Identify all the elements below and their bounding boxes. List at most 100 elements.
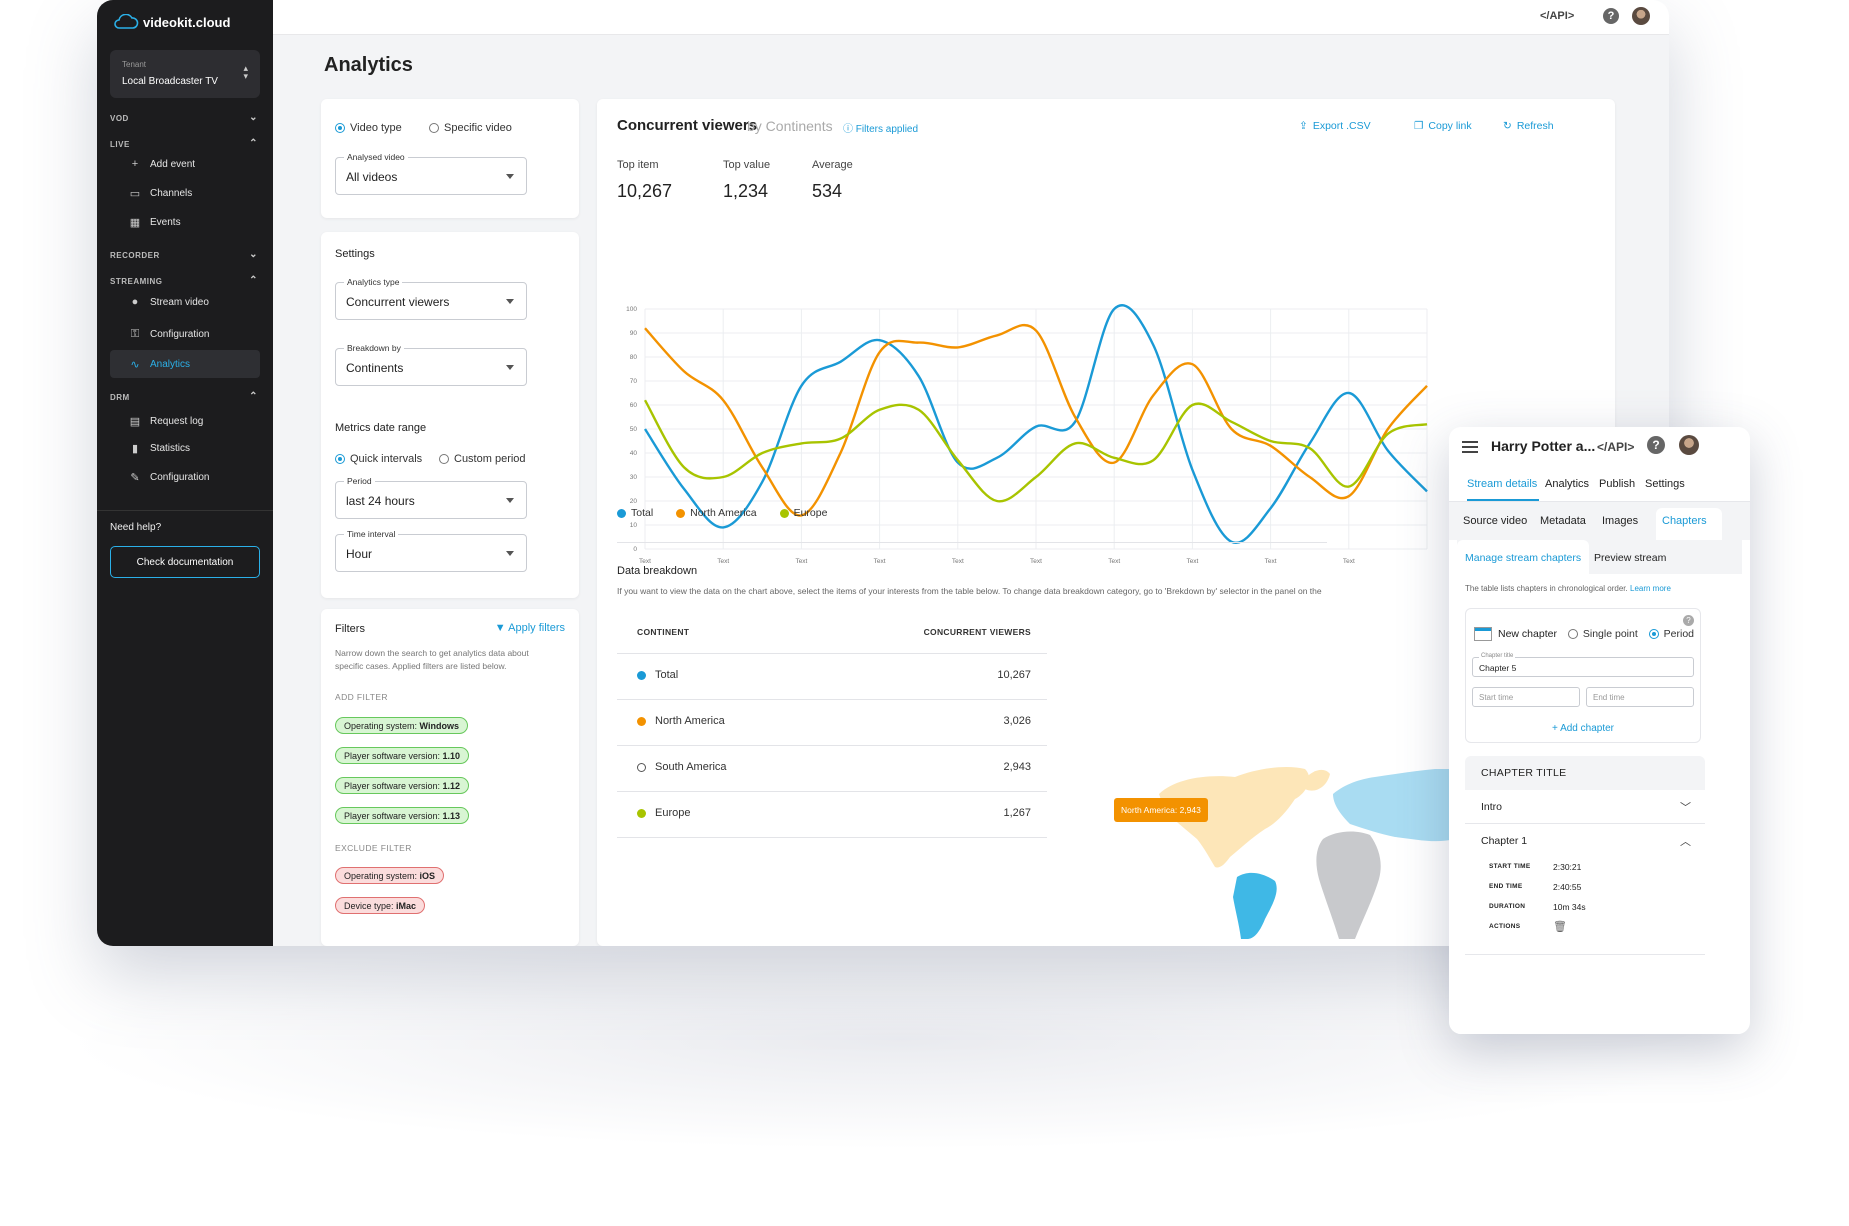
south-america-shape[interactable] bbox=[1233, 872, 1277, 939]
chapters-note: The table lists chapters in chronologica… bbox=[1465, 584, 1671, 593]
stat-value: 534 bbox=[812, 181, 843, 201]
table-row[interactable]: Total 10,267 bbox=[617, 654, 1047, 700]
avatar[interactable] bbox=[1632, 7, 1650, 25]
specific-video-label: Specific video bbox=[444, 121, 512, 134]
legend-item-total[interactable]: Total bbox=[617, 507, 653, 519]
info-icon: ⓘ bbox=[843, 124, 856, 135]
menu-icon[interactable] bbox=[1462, 441, 1478, 456]
sidebar-item-statistics[interactable]: ▮ Statistics bbox=[110, 434, 260, 462]
period-radio[interactable]: Period bbox=[1648, 628, 1694, 640]
filters-description-line: Narrow down the search to get analytics … bbox=[335, 648, 529, 658]
chevron-down-icon[interactable]: ﹀ bbox=[1680, 802, 1691, 814]
tab-manage-chapters[interactable]: Manage stream chapters bbox=[1465, 552, 1582, 564]
tab-settings[interactable]: Settings bbox=[1645, 478, 1685, 490]
tab-source-video[interactable]: Source video bbox=[1463, 515, 1528, 527]
north-america-shape[interactable] bbox=[1159, 766, 1310, 868]
learn-more-link[interactable]: Learn more bbox=[1630, 584, 1671, 593]
quick-intervals-radio[interactable]: Quick intervals bbox=[335, 450, 422, 468]
table-row[interactable]: South America 2,943 bbox=[617, 746, 1047, 792]
sidebar-item-add-event[interactable]: + Add event bbox=[110, 150, 260, 178]
filter-chip[interactable]: Operating system: Windows bbox=[335, 717, 468, 734]
sidebar-item-label: Configuration bbox=[150, 328, 210, 340]
new-chapter-row: New chapter Single point Period bbox=[1474, 627, 1694, 641]
help-icon[interactable]: ? bbox=[1647, 436, 1665, 454]
check-documentation-button[interactable]: Check documentation bbox=[110, 546, 260, 578]
help-icon[interactable]: ? bbox=[1603, 8, 1619, 24]
tab-publish[interactable]: Publish bbox=[1599, 478, 1636, 490]
start-time-input[interactable]: Start time bbox=[1472, 687, 1580, 707]
tenant-selector[interactable]: Tenant Local Broadcaster TV ▴ ▾ bbox=[110, 50, 260, 98]
exclude-chip[interactable]: Operating system: iOS bbox=[335, 867, 445, 884]
legend-item-europe[interactable]: Europe bbox=[779, 507, 827, 519]
tab-stream-details[interactable]: Stream details bbox=[1467, 478, 1538, 490]
breakdown-by-value: Continents bbox=[346, 361, 404, 375]
analysed-video-select[interactable]: Analysed video All videos bbox=[335, 152, 527, 195]
sidebar-item-events[interactable]: ▦ Events bbox=[110, 208, 260, 236]
copy-link-button[interactable]: ❐ Copy link bbox=[1414, 120, 1472, 132]
sidebar-item-stream-video[interactable]: ● Stream video bbox=[110, 288, 260, 316]
help-icon[interactable]: ? bbox=[1683, 615, 1694, 626]
refresh-button[interactable]: ↻ Refresh bbox=[1503, 120, 1554, 132]
row-value: 2,943 bbox=[1003, 761, 1031, 773]
africa-shape[interactable] bbox=[1316, 831, 1381, 939]
chevron-up-icon[interactable]: ︿ bbox=[1680, 836, 1691, 848]
sidebar-item-configuration[interactable]: ⚿ Configuration bbox=[110, 320, 260, 348]
row-value: 10,267 bbox=[997, 669, 1031, 681]
video-type-label: Video type bbox=[350, 121, 402, 134]
filters-applied-link[interactable]: ⓘ Filters applied bbox=[843, 120, 918, 135]
tab-analytics[interactable]: Analytics bbox=[1545, 478, 1590, 490]
y-tick-label: 0 bbox=[633, 546, 637, 553]
chip-key: Operating system: bbox=[344, 721, 420, 731]
tab-chapters[interactable]: Chapters bbox=[1662, 515, 1707, 527]
add-chapter-button[interactable]: + Add chapter bbox=[1552, 723, 1614, 734]
chapter-row[interactable]: Intro ﹀ bbox=[1465, 790, 1705, 824]
legend-item-north-america[interactable]: North America bbox=[676, 507, 757, 519]
api-link[interactable]: </API> bbox=[1597, 440, 1635, 454]
end-time-input[interactable]: End time bbox=[1586, 687, 1694, 707]
exclude-chip[interactable]: Device type: iMac bbox=[335, 897, 426, 914]
section-recorder[interactable]: RECORDER ⌄ bbox=[110, 249, 260, 260]
table-row[interactable]: Europe 1,267 bbox=[617, 792, 1047, 838]
filter-chip[interactable]: Player software version: 1.10 bbox=[335, 747, 470, 764]
data-breakdown-description: If you want to view the data on the char… bbox=[617, 586, 1322, 596]
radio-icon bbox=[439, 453, 449, 464]
custom-period-radio[interactable]: Custom period bbox=[439, 450, 526, 468]
sidebar-item-request-log[interactable]: ▤ Request log bbox=[110, 407, 260, 435]
sidebar-item-channels[interactable]: ▭ Channels bbox=[110, 179, 260, 207]
greenland-shape[interactable] bbox=[1305, 769, 1330, 791]
analytics-type-select[interactable]: Analytics type Concurrent viewers bbox=[335, 277, 527, 320]
section-streaming[interactable]: STREAMING ⌃ bbox=[110, 275, 260, 286]
tab-preview-stream[interactable]: Preview stream bbox=[1594, 552, 1667, 564]
period-select[interactable]: Period last 24 hours bbox=[335, 476, 527, 519]
section-vod[interactable]: VOD ⌄ bbox=[110, 112, 260, 123]
filter-chip[interactable]: Player software version: 1.13 bbox=[335, 807, 470, 824]
trash-icon[interactable]: 🗑 bbox=[1553, 921, 1567, 933]
chapter-title-input[interactable]: Chapter title Chapter 5 bbox=[1472, 653, 1694, 677]
table-header: CONTINENT CONCURRENT VIEWERS bbox=[617, 613, 1047, 654]
specific-video-radio[interactable]: Specific video bbox=[429, 119, 512, 137]
filter-chip[interactable]: Player software version: 1.12 bbox=[335, 777, 470, 794]
eurasia-shape[interactable] bbox=[1333, 769, 1455, 842]
sidebar-item-drm-configuration[interactable]: ✎ Configuration bbox=[110, 463, 260, 491]
apply-filters-button[interactable]: ▼ Apply filters bbox=[495, 622, 565, 634]
section-drm[interactable]: DRM ⌃ bbox=[110, 391, 260, 402]
avatar[interactable] bbox=[1679, 435, 1699, 455]
chapter-row-expanded[interactable]: Chapter 1 ︿ START TIME 2:30:21 END TIME 2… bbox=[1465, 824, 1705, 955]
export-csv-button[interactable]: ⇪ Export .CSV bbox=[1299, 120, 1371, 132]
chevron-down-icon: ⌄ bbox=[249, 112, 258, 123]
chapters-body: The table lists chapters in chronologica… bbox=[1457, 574, 1742, 1034]
x-tick-label: Text bbox=[795, 558, 807, 565]
api-link[interactable]: </API> bbox=[1540, 10, 1575, 22]
video-type-radio[interactable]: Video type bbox=[335, 119, 402, 137]
y-tick-label: 40 bbox=[630, 450, 638, 457]
table-row[interactable]: North America 3,026 bbox=[617, 700, 1047, 746]
legend-dot bbox=[779, 508, 789, 518]
tab-images[interactable]: Images bbox=[1602, 515, 1639, 527]
tab-metadata[interactable]: Metadata bbox=[1540, 515, 1586, 527]
single-point-radio[interactable]: Single point bbox=[1567, 628, 1638, 640]
sidebar-item-analytics[interactable]: ∿ Analytics bbox=[110, 350, 260, 378]
custom-period-label: Custom period bbox=[454, 452, 526, 465]
section-live[interactable]: LIVE ⌃ bbox=[110, 138, 260, 149]
time-interval-select[interactable]: Time interval Hour bbox=[335, 529, 527, 572]
breakdown-by-select[interactable]: Breakdown by Continents bbox=[335, 343, 527, 386]
